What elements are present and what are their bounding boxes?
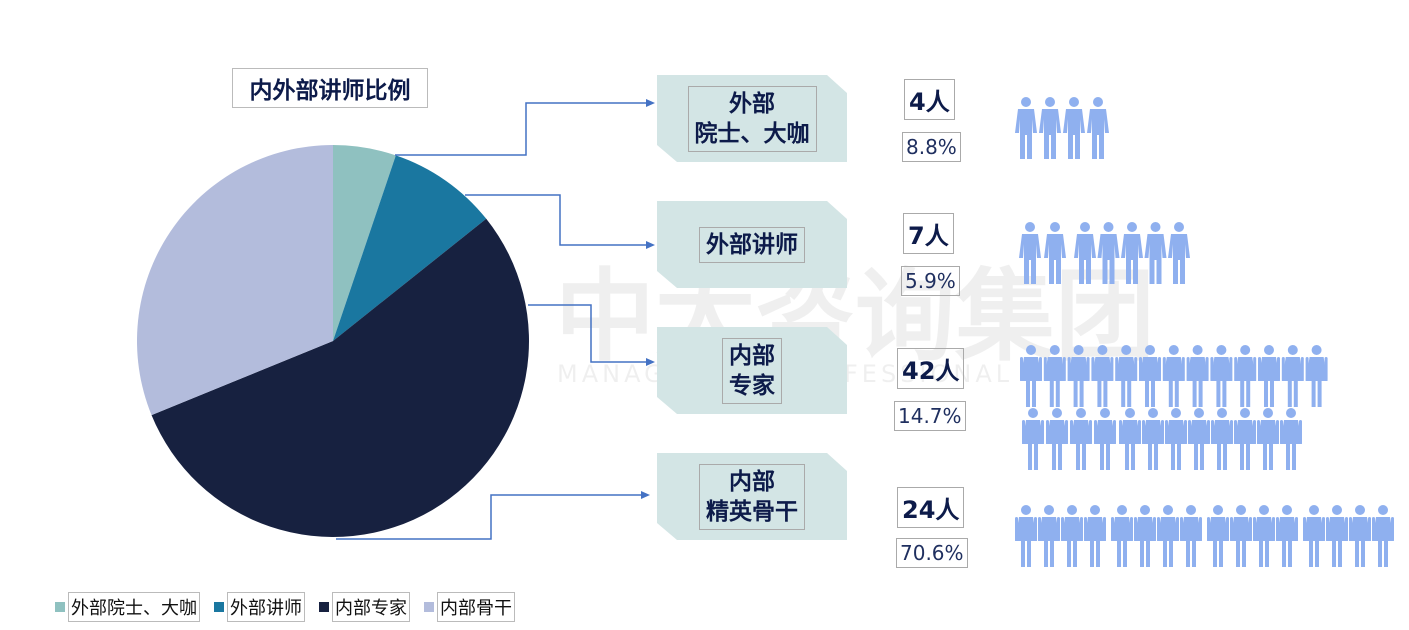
woman-icon (1022, 408, 1044, 470)
man-icon (1019, 222, 1041, 284)
man-icon (1015, 97, 1037, 159)
percent-2: 5.9% (901, 266, 960, 296)
woman-icon (1111, 505, 1133, 567)
woman-icon (1038, 505, 1060, 567)
man-icon (1168, 222, 1190, 284)
woman-icon (1188, 408, 1210, 470)
connector-line-2 (465, 194, 647, 246)
woman-icon (1015, 505, 1037, 567)
legend-label: 外部院士、大咖 (68, 592, 200, 622)
woman-icon (1094, 408, 1116, 470)
arrow-icon (641, 491, 650, 499)
count-3: 42人 (897, 348, 965, 389)
man-icon (1087, 97, 1109, 159)
connector-line-1 (395, 102, 647, 156)
woman-icon (1303, 505, 1325, 567)
count-4: 24人 (897, 487, 965, 528)
man-icon (1074, 222, 1096, 284)
legend-swatch (55, 602, 65, 612)
woman-icon (1115, 345, 1138, 407)
pie-slice-1 (333, 145, 396, 341)
woman-icon (1305, 345, 1328, 407)
woman-icon (1230, 505, 1252, 567)
legend: 外部院士、大咖 外部讲师 内部专家 内部骨干 (55, 592, 515, 622)
woman-icon (1257, 408, 1279, 470)
connector-line-3 (528, 304, 647, 363)
percent-3: 14.7% (894, 401, 966, 431)
woman-icon (1180, 505, 1202, 567)
woman-icon (1043, 345, 1066, 407)
pie-slice-2 (333, 155, 487, 341)
woman-icon (1349, 505, 1371, 567)
callout-label-4: 内部 精英骨干 (657, 453, 847, 540)
pie-slice-3 (151, 218, 530, 538)
woman-icon (1020, 345, 1042, 407)
pie-slice-4 (137, 145, 333, 416)
man-icon (1044, 222, 1066, 284)
percent-1: 8.8% (902, 132, 961, 162)
woman-icon (1067, 345, 1090, 407)
woman-icon (1280, 408, 1302, 470)
callout-label-1: 外部 院士、大咖 (657, 75, 847, 162)
woman-icon (1234, 345, 1257, 407)
count-2: 7人 (903, 213, 954, 254)
woman-icon (1157, 505, 1179, 567)
woman-icon (1139, 345, 1161, 407)
man-icon (1121, 222, 1143, 284)
woman-icon (1046, 408, 1068, 470)
man-icon (1144, 222, 1167, 284)
woman-icon (1142, 408, 1164, 470)
legend-swatch (319, 602, 329, 612)
watermark-cn: 中大咨询集团 (555, 258, 1155, 375)
callout-label-2: 外部讲师 (657, 201, 847, 288)
woman-icon (1207, 505, 1229, 567)
woman-icon (1258, 345, 1280, 407)
man-icon (1039, 97, 1061, 159)
woman-icon (1253, 505, 1275, 567)
woman-icon (1061, 505, 1083, 567)
arrow-icon (646, 241, 655, 249)
woman-icon (1276, 505, 1298, 567)
count-1: 4人 (904, 79, 955, 120)
woman-icon (1281, 345, 1304, 407)
percent-4: 70.6% (896, 538, 968, 568)
woman-icon (1162, 345, 1185, 407)
woman-icon (1119, 408, 1141, 470)
legend-label: 外部讲师 (227, 592, 305, 622)
woman-icon (1234, 408, 1256, 470)
woman-icon (1210, 345, 1233, 407)
man-icon (1097, 222, 1120, 284)
woman-icon (1326, 505, 1348, 567)
woman-icon (1186, 345, 1209, 407)
woman-icon (1372, 505, 1394, 567)
legend-swatch (424, 602, 434, 612)
callout-label-3: 内部 专家 (657, 327, 847, 414)
woman-icon (1084, 505, 1106, 567)
legend-swatch (214, 602, 224, 612)
woman-icon (1134, 505, 1156, 567)
legend-item: 内部专家 (319, 592, 410, 622)
arrow-icon (646, 99, 655, 107)
legend-item: 外部院士、大咖 (55, 592, 200, 622)
arrow-icon (646, 358, 655, 366)
man-icon (1063, 97, 1085, 159)
legend-item: 内部骨干 (424, 592, 515, 622)
woman-icon (1091, 345, 1114, 407)
woman-icon (1165, 408, 1187, 470)
connector-line-4 (336, 494, 642, 540)
legend-label: 内部专家 (332, 592, 410, 622)
woman-icon (1070, 408, 1092, 470)
legend-item: 外部讲师 (214, 592, 305, 622)
legend-label: 内部骨干 (437, 592, 515, 622)
woman-icon (1211, 408, 1233, 470)
chart-title: 内外部讲师比例 (232, 68, 428, 108)
